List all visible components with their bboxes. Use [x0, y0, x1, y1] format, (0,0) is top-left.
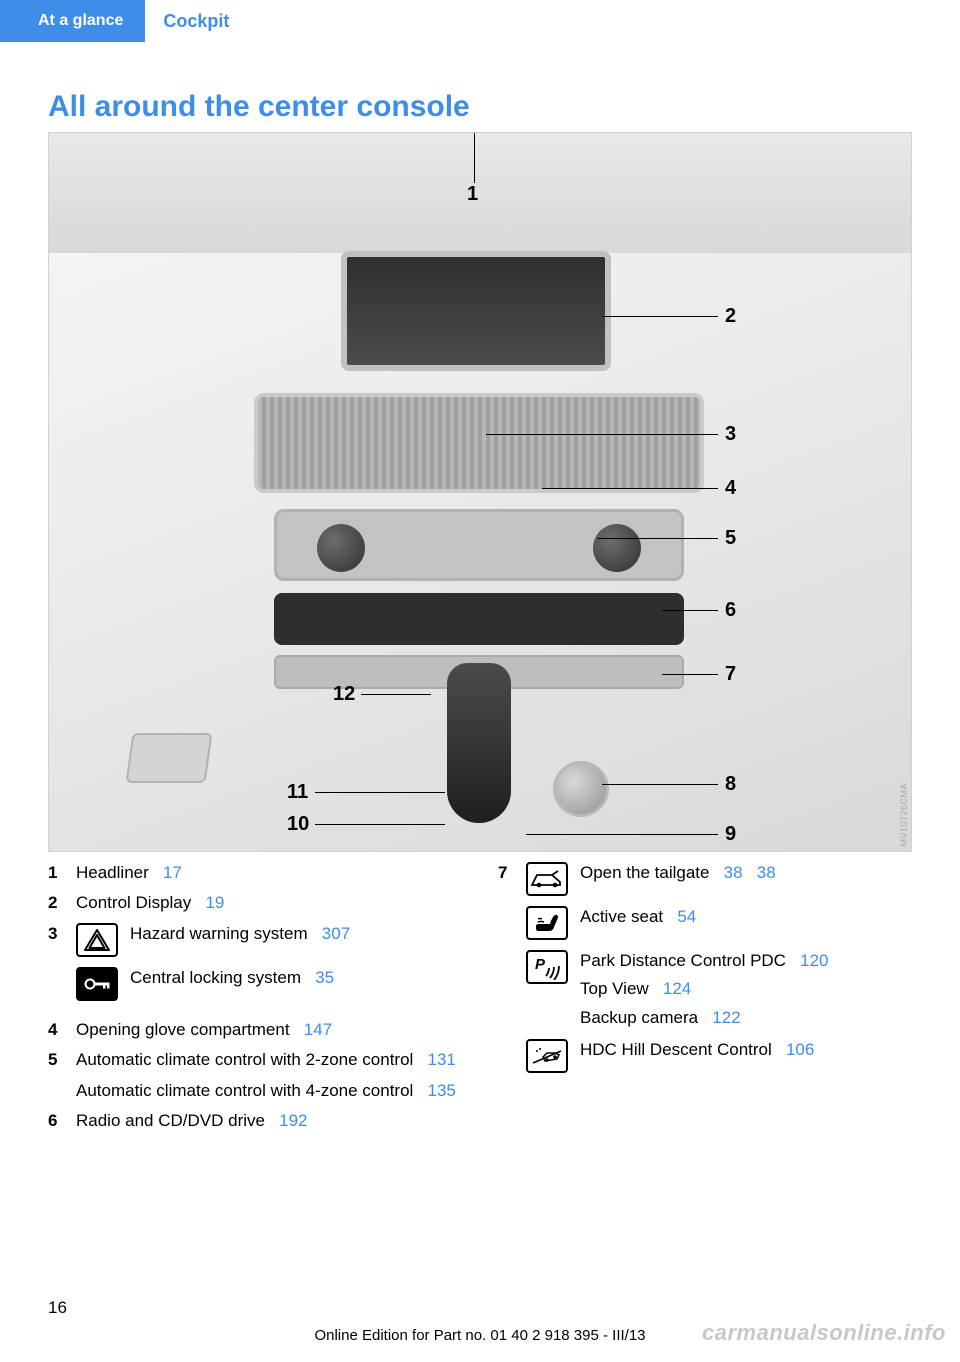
callout-2: 2 [725, 305, 736, 328]
item-text: Park Distance Control PDC [580, 951, 786, 970]
pdc-icon: P [526, 950, 568, 984]
page-ref[interactable]: 35 [315, 968, 334, 987]
page-ref[interactable]: 131 [427, 1050, 455, 1069]
hdc-icon [526, 1039, 568, 1073]
svg-text:P: P [535, 956, 546, 973]
callout-4: 4 [725, 477, 736, 500]
callout-9: 9 [725, 823, 736, 846]
page-ref[interactable]: 147 [304, 1020, 332, 1039]
item-body: Open the tailgate 38 38 Active seat 54 [526, 862, 912, 1083]
dashboard-top-shade [49, 133, 911, 253]
diagram-pedal [125, 733, 212, 783]
item-body: Radio and CD/DVD drive 192 [76, 1110, 462, 1132]
item-number: 2 [48, 892, 76, 914]
header-bar: At a glance Cockpit [0, 0, 960, 42]
page-ref[interactable]: 122 [712, 1008, 740, 1027]
subitem-pdc: P Park Distance Control PDC 120 Top View [526, 950, 912, 1029]
subitem-tailgate: Open the tailgate 38 38 [526, 862, 912, 896]
page-ref[interactable]: 17 [163, 863, 182, 882]
item-body: Opening glove compartment 147 [76, 1019, 462, 1041]
page-ref[interactable]: 38 [757, 863, 776, 882]
hazard-triangle-icon [76, 923, 118, 957]
item-6: 6 Radio and CD/DVD drive 192 [48, 1110, 462, 1132]
page-ref[interactable]: 124 [663, 979, 691, 998]
reference-lists: 1 Headliner 17 2 Control Display 19 3 [48, 862, 912, 1141]
page-ref[interactable]: 54 [677, 907, 696, 926]
callout-12: 12 [333, 683, 355, 706]
item-text: Backup camera [580, 1008, 698, 1027]
diagram-climate-knob-right [593, 524, 641, 572]
item-body: Headliner 17 [76, 862, 462, 884]
item-5: 5 Automatic climate control with 2-zone … [48, 1049, 462, 1102]
item-number: 3 [48, 923, 76, 945]
page-ref[interactable]: 38 [724, 863, 743, 882]
item-text: Open the tailgate [580, 863, 709, 882]
page-ref[interactable]: 192 [279, 1111, 307, 1130]
item-text: Radio and CD/DVD drive [76, 1111, 265, 1130]
item-text: HDC Hill Descent Control [580, 1040, 772, 1059]
item-text: Active seat [580, 907, 663, 926]
item-text: Central locking system [130, 968, 301, 987]
diagram-climate-panel [274, 509, 684, 581]
page-number: 16 [48, 1298, 67, 1318]
callout-1: 1 [467, 183, 478, 206]
callout-8: 8 [725, 773, 736, 796]
callout-5: 5 [725, 527, 736, 550]
item-body: Automatic climate control with 2-zone co… [76, 1049, 462, 1102]
item-number: 7 [498, 862, 526, 884]
header-section-title: Cockpit [145, 0, 229, 42]
subitem-hazard: Hazard warning system 307 [76, 923, 462, 957]
right-column: 7 Open the tailgate 38 38 [498, 862, 912, 1141]
page-ref[interactable]: 120 [800, 951, 828, 970]
diagram-idrive-knob [553, 761, 609, 817]
callout-3: 3 [725, 423, 736, 446]
item-7: 7 Open the tailgate 38 38 [498, 862, 912, 1083]
item-text: Control Display [76, 893, 191, 912]
center-console-diagram: 1 2 3 4 5 6 7 8 9 10 11 12 MV [48, 132, 912, 852]
item-text: Opening glove compartment [76, 1020, 290, 1039]
item-2: 2 Control Display 19 [48, 892, 462, 914]
item-number: 4 [48, 1019, 76, 1041]
diagram-radio-slot [274, 593, 684, 645]
watermark: carmanualsonline.info [702, 1320, 946, 1346]
item-text: Headliner [76, 863, 149, 882]
item-text: Automatic climate control with 2-zone co… [76, 1050, 413, 1069]
page-ref[interactable]: 106 [786, 1040, 814, 1059]
item-1: 1 Headliner 17 [48, 862, 462, 884]
callout-10: 10 [287, 813, 309, 836]
diagram-side-watermark: MV10726CMA [897, 779, 911, 851]
item-3: 3 Hazard warning system 307 [48, 923, 462, 1011]
diagram-climate-knob-left [317, 524, 365, 572]
item-text: Automatic climate control with 4-zone co… [76, 1081, 413, 1100]
item-number: 1 [48, 862, 76, 884]
callout-6: 6 [725, 599, 736, 622]
item-text: Hazard warning system [130, 924, 308, 943]
page-ref[interactable]: 135 [427, 1081, 455, 1100]
subitem-hdc: HDC Hill Descent Control 106 [526, 1039, 912, 1073]
item-body: Hazard warning system 307 Central lockin… [76, 923, 462, 1011]
diagram-gear-selector [447, 663, 511, 823]
page-title: All around the center console [48, 90, 960, 124]
tailgate-icon [526, 862, 568, 896]
subitem-active-seat: Active seat 54 [526, 906, 912, 940]
left-column: 1 Headliner 17 2 Control Display 19 3 [48, 862, 462, 1141]
item-4: 4 Opening glove compartment 147 [48, 1019, 462, 1041]
page-ref[interactable]: 307 [322, 924, 350, 943]
callout-7: 7 [725, 663, 736, 686]
item-body: Control Display 19 [76, 892, 462, 914]
diagram-control-display [341, 251, 611, 371]
item-text: Top View [580, 979, 649, 998]
page-ref[interactable]: 19 [205, 893, 224, 912]
subitem-central-lock: Central locking system 35 [76, 967, 462, 1001]
callout-11: 11 [287, 781, 308, 804]
diagram-air-vents [254, 393, 704, 493]
active-seat-icon [526, 906, 568, 940]
central-lock-icon [76, 967, 118, 1001]
item-number: 6 [48, 1110, 76, 1132]
item-number: 5 [48, 1049, 76, 1071]
header-chapter-tab: At a glance [0, 0, 145, 42]
